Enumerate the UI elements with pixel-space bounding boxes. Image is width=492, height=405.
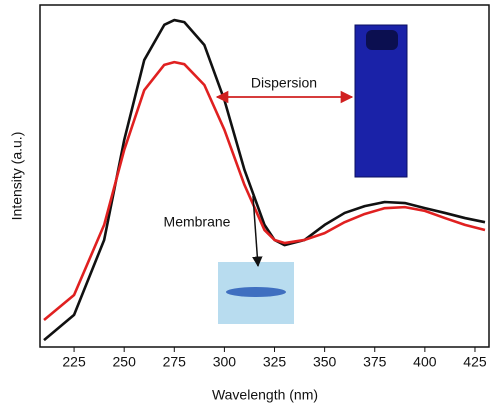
line-series	[43, 60, 486, 321]
x-tick-label: 425	[463, 354, 487, 370]
annotation: Dispersion	[251, 75, 317, 91]
line-series	[43, 18, 486, 342]
x-tick-label: 225	[62, 354, 86, 370]
annotation: Membrane	[164, 214, 231, 230]
x-tick-label: 275	[163, 354, 187, 370]
x-tick-label: 400	[413, 354, 437, 370]
y-axis-label: Intensity (a.u.)	[9, 132, 25, 221]
plot-frame	[39, 4, 490, 348]
x-tick-label: 250	[113, 354, 137, 370]
x-tick-label: 375	[363, 354, 387, 370]
membrane-arrow	[252, 195, 263, 268]
x-tick-label: 325	[263, 354, 287, 370]
dispersion-image	[354, 24, 408, 178]
x-tick-label: 300	[213, 354, 237, 370]
membrane-image-spot	[226, 287, 286, 297]
dispersion-image-cap	[366, 30, 398, 50]
x-axis-label: Wavelength (nm)	[212, 387, 318, 403]
x-tick-label: 350	[313, 354, 337, 370]
